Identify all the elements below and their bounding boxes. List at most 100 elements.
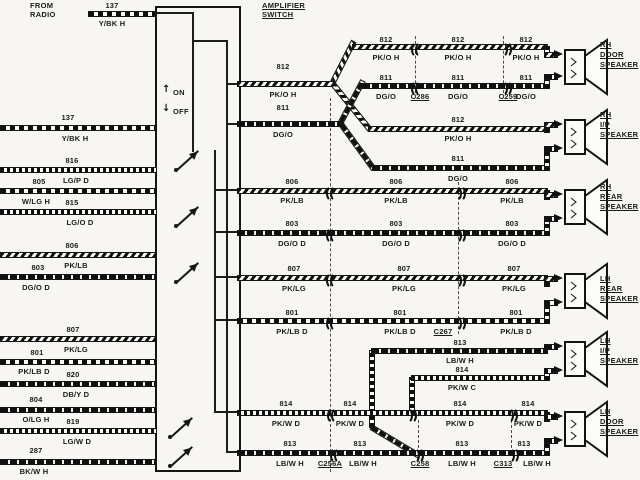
wire-color: DG/O xyxy=(273,130,293,139)
wire-813-tap-vertical xyxy=(369,350,375,428)
switch-internal-line xyxy=(157,12,193,14)
inline-connector-icon xyxy=(411,80,423,97)
wire-number: 813 xyxy=(283,439,297,448)
switch-off-label: OFF xyxy=(173,107,189,116)
terminal-arrow-icon xyxy=(554,436,567,444)
wire-color: PK/LG xyxy=(502,284,526,293)
inline-connector-icon xyxy=(454,185,466,202)
wire-number: 137 xyxy=(61,113,75,122)
wire-color: LB/W H xyxy=(448,459,476,468)
wire-number: 813 xyxy=(455,439,469,448)
speaker-label: RH xyxy=(600,110,612,119)
switch-on-label: ON xyxy=(173,88,185,97)
inline-connector-icon xyxy=(411,41,423,58)
speaker-icon xyxy=(564,330,608,388)
switch-internal-line xyxy=(214,319,237,321)
dashed-splice-line xyxy=(511,420,512,448)
wire-number: 807 xyxy=(287,264,301,273)
amplifier-switch-title-line1: AMPLIFIER xyxy=(262,1,306,10)
wire-804 xyxy=(0,407,157,413)
speaker-rh-ip xyxy=(562,108,610,171)
wire-number: 801 xyxy=(30,348,44,357)
connector-c256a: C256A xyxy=(317,459,343,468)
wire-color: PK/O H xyxy=(444,53,472,62)
wire-number: 815 xyxy=(65,198,79,207)
connector-c267: C267 xyxy=(433,327,453,336)
wire-color: BK/W H xyxy=(19,467,49,476)
wire-819 xyxy=(0,428,157,434)
inline-connector-icon xyxy=(326,272,338,289)
speaker-icon xyxy=(564,38,608,96)
wire-number: 814 xyxy=(453,399,467,408)
switch-internal-line xyxy=(214,231,237,233)
wire-color: PK/LB xyxy=(500,196,524,205)
wire-number: 814 xyxy=(455,365,469,374)
wire-number: 801 xyxy=(285,308,299,317)
switch-pivot xyxy=(174,280,178,284)
wire-812-rh-door xyxy=(352,44,548,50)
wire-number: 806 xyxy=(389,177,403,186)
wire-number: 804 xyxy=(29,395,43,404)
wire-816 xyxy=(0,167,157,173)
inline-connector-icon xyxy=(326,227,338,244)
wire-number: 806 xyxy=(505,177,519,186)
inline-connector-icon xyxy=(500,80,512,97)
speaker-label: SPEAKER xyxy=(600,427,639,436)
inline-connector-icon xyxy=(327,407,339,424)
wire-814-lh-ip xyxy=(411,375,548,381)
inline-connector-icon xyxy=(500,41,512,58)
speaker-label: DOOR xyxy=(600,417,624,426)
wire-color: PK/LG xyxy=(392,284,416,293)
speaker-label: RH xyxy=(600,182,612,191)
wire-color: DG/O D xyxy=(382,239,410,248)
speaker-label: SPEAKER xyxy=(600,130,639,139)
wire-number: 807 xyxy=(507,264,521,273)
wire-color: DG/O xyxy=(448,174,468,183)
wire-287 xyxy=(0,459,157,465)
wire-number: 812 xyxy=(451,115,465,124)
connector-c259: C259 xyxy=(498,92,518,101)
wire-color: PK/LB D xyxy=(18,367,50,376)
wire-color: LG/O D xyxy=(66,218,94,227)
wire-color: DB/Y D xyxy=(62,390,90,399)
wire-801-lh-rear xyxy=(237,318,548,324)
terminal-arrow-icon xyxy=(554,366,567,374)
wire-number: 803 xyxy=(31,263,45,272)
wire-number: 813 xyxy=(453,338,467,347)
wire-color: PK/LB xyxy=(384,196,408,205)
switch-internal-bus xyxy=(226,40,228,452)
on-arrow-icon: ↑ xyxy=(162,84,171,95)
speaker-label: I/P xyxy=(600,120,611,129)
wire-color: DG/O D xyxy=(278,239,306,248)
wire-number: 816 xyxy=(65,156,79,165)
wire-color: LB/W H xyxy=(349,459,377,468)
wire-815 xyxy=(0,209,157,215)
inline-connector-icon xyxy=(330,447,342,464)
wire-number: 803 xyxy=(389,219,403,228)
terminal-arrow-icon xyxy=(554,144,567,152)
switch-internal-line xyxy=(214,411,237,413)
wire-color: PK/W D xyxy=(335,419,365,428)
wire-811-exit xyxy=(237,121,343,127)
inline-connector-icon xyxy=(506,407,518,424)
wire-number: 811 xyxy=(451,73,465,82)
wire-811-rh-ip xyxy=(372,165,548,171)
connector-c313: C313 xyxy=(493,459,513,468)
wire-number: 806 xyxy=(285,177,299,186)
speaker-label: REAR xyxy=(600,192,623,201)
inline-connector-icon xyxy=(326,185,338,202)
wire-813-lh-ip xyxy=(371,348,548,354)
wire-number: 812 xyxy=(519,35,533,44)
wire-number: 803 xyxy=(505,219,519,228)
wire-color: PK/LB D xyxy=(384,327,416,336)
feed-wire-137 xyxy=(88,11,157,17)
wire-137 xyxy=(0,125,157,131)
speaker-label: SPEAKER xyxy=(600,60,639,69)
speaker-label: SPEAKER xyxy=(600,202,639,211)
wire-number: 287 xyxy=(29,446,43,455)
terminal-arrow-icon xyxy=(554,50,567,58)
wire-color: PK/O H xyxy=(372,53,400,62)
wire-color: O/LG H xyxy=(22,415,50,424)
wire-number: 805 xyxy=(32,177,46,186)
switch-internal-line xyxy=(226,123,237,125)
